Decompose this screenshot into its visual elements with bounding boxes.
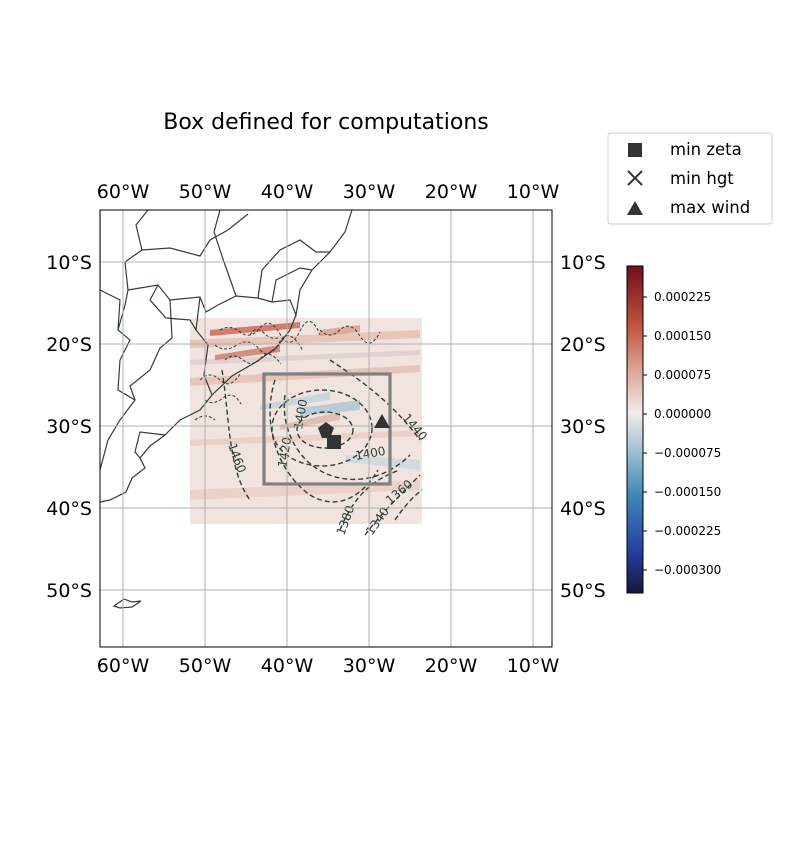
lat-tick-label: 30°S	[560, 416, 606, 438]
lat-tick-label: 40°S	[46, 498, 92, 520]
lat-tick-label: 20°S	[46, 334, 92, 356]
lat-tick-label: 30°S	[46, 416, 92, 438]
computation-box	[262, 372, 392, 486]
lon-tick-label: 10°W	[507, 181, 560, 203]
legend-label: min zeta	[670, 140, 742, 159]
lon-tick-label: 30°W	[343, 181, 396, 203]
min-zeta-marker	[327, 435, 341, 449]
lon-tick-label: 20°W	[425, 181, 478, 203]
contour-label: 1400	[354, 444, 387, 463]
colorbar-tick-label: 0.000225	[654, 290, 711, 304]
colorbar-tick-label: −0.000075	[654, 446, 721, 460]
legend: min zeta min hgt max wind	[607, 132, 773, 225]
gridlines	[100, 210, 552, 647]
colorbar-gradient	[626, 265, 644, 594]
colorbar-tick-label: −0.000225	[654, 524, 721, 538]
lon-tick-label: 40°W	[261, 181, 314, 203]
colorbar: 0.000225 0.000150 0.000075 0.000000 −0.0…	[626, 265, 721, 594]
legend-square-icon	[628, 143, 642, 157]
lon-tick-label: 60°W	[97, 655, 150, 677]
lat-tick-label: 50°S	[46, 580, 92, 602]
lat-tick-label: 20°S	[560, 334, 606, 356]
contour-label: 1420	[275, 436, 294, 469]
height-contours	[221, 359, 423, 536]
lon-tick-label: 30°W	[343, 655, 396, 677]
colorbar-tick-label: 0.000150	[654, 329, 711, 343]
coastlines	[100, 210, 353, 609]
top-lon-ticks: 60°W 50°W 40°W 30°W 20°W 10°W	[97, 181, 560, 203]
markers	[318, 414, 390, 449]
legend-label: max wind	[670, 198, 750, 217]
lon-tick-label: 50°W	[179, 181, 232, 203]
lon-tick-label: 50°W	[179, 655, 232, 677]
colorbar-tick-label: −0.000300	[654, 563, 721, 577]
colorbar-tick-label: 0.000000	[654, 407, 711, 421]
colorbar-tick-label: 0.000075	[654, 368, 711, 382]
min-hgt-marker-cluster	[318, 422, 334, 438]
lat-tick-label: 10°S	[560, 252, 606, 274]
max-wind-marker	[374, 414, 390, 428]
lon-tick-label: 20°W	[425, 655, 478, 677]
left-lat-ticks: 10°S 20°S 30°S 40°S 50°S	[46, 252, 92, 602]
map-border	[99, 209, 553, 648]
bottom-lon-ticks: 60°W 50°W 40°W 30°W 20°W 10°W	[97, 655, 560, 677]
lat-tick-label: 40°S	[560, 498, 606, 520]
lat-tick-label: 50°S	[560, 580, 606, 602]
legend-triangle-icon	[627, 201, 643, 215]
lon-tick-label: 40°W	[261, 655, 314, 677]
colorbar-tick-label: −0.000150	[654, 485, 721, 499]
legend-box	[607, 132, 773, 225]
lon-tick-label: 60°W	[97, 181, 150, 203]
lat-tick-label: 10°S	[46, 252, 92, 274]
map-title: Box defined for computations	[163, 110, 489, 135]
right-lat-ticks: 10°S 20°S 30°S 40°S 50°S	[560, 252, 606, 602]
legend-label: min hgt	[670, 169, 734, 188]
lon-tick-label: 10°W	[507, 655, 560, 677]
legend-x-icon	[627, 170, 643, 186]
contour-label: 1400	[291, 398, 310, 431]
